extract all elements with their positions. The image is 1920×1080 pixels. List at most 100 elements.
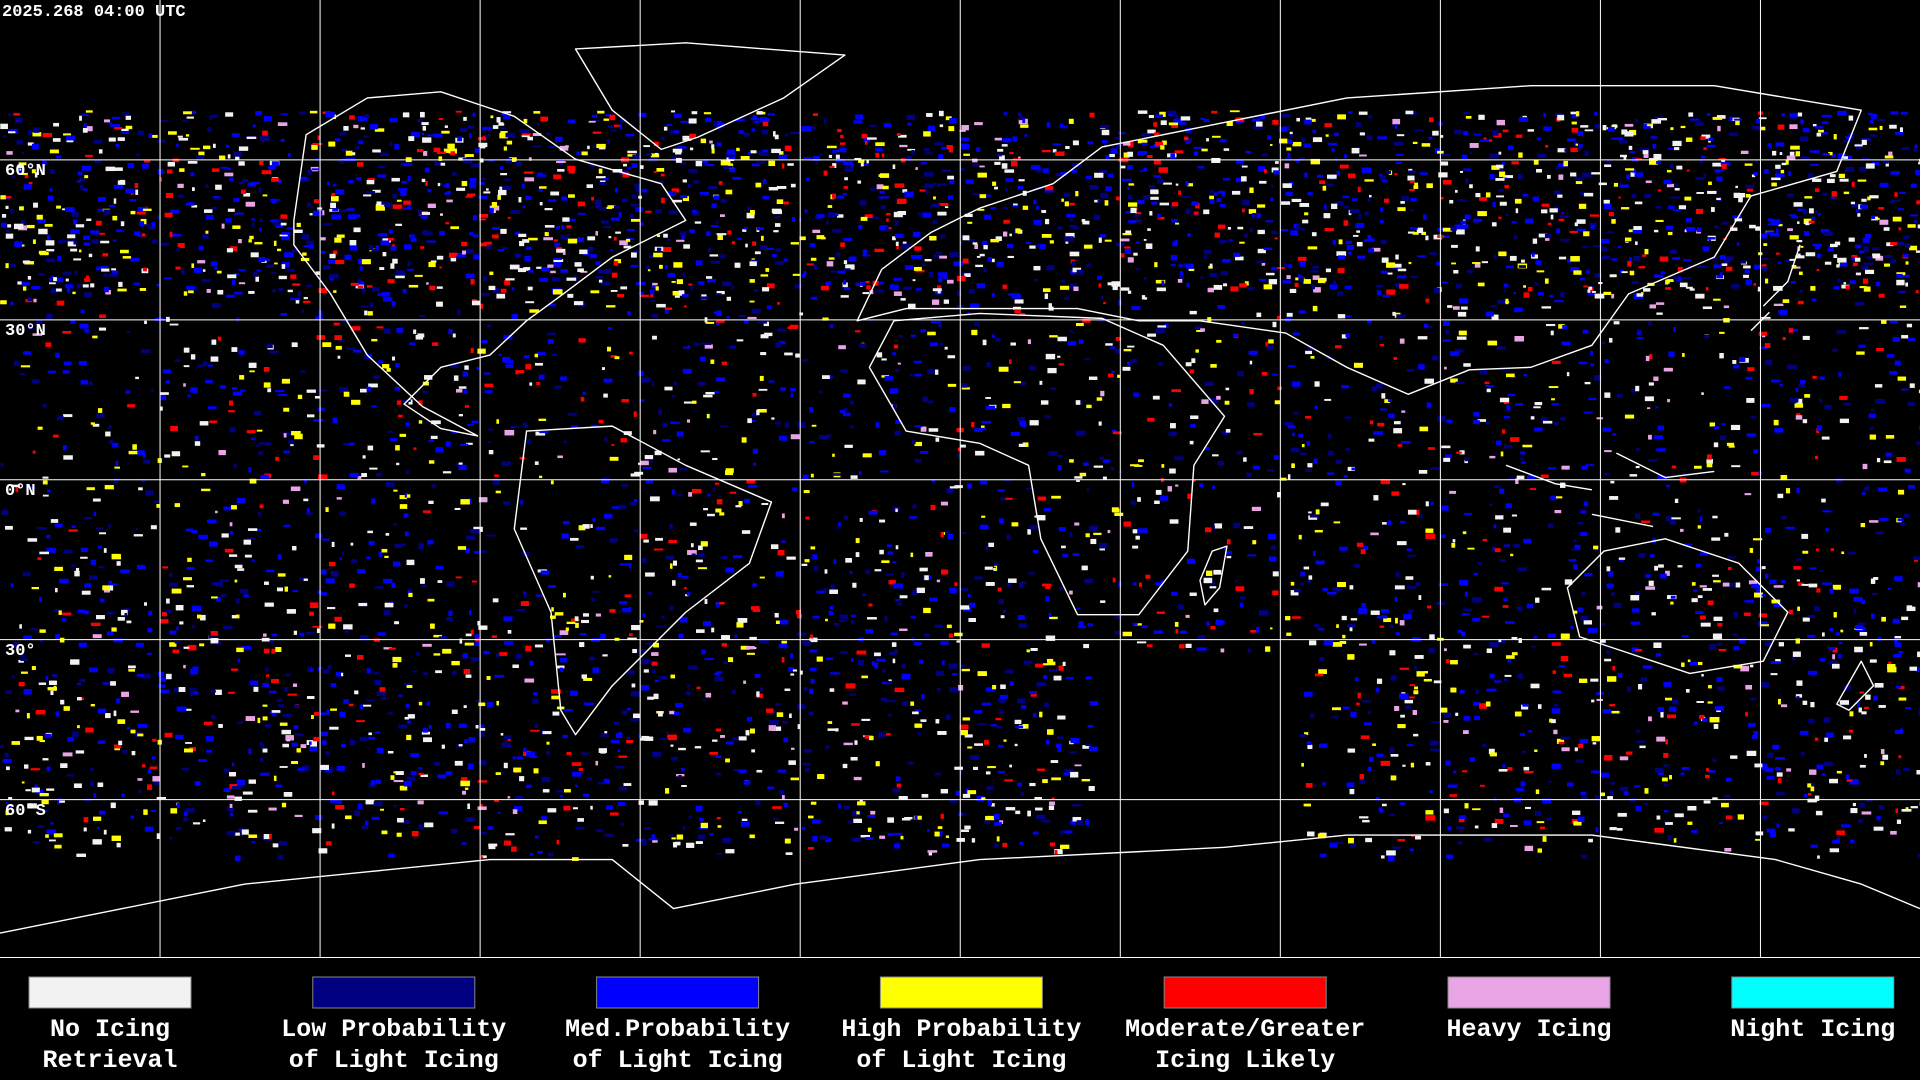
- icing-pixel: [731, 285, 734, 290]
- icing-pixel: [1463, 131, 1469, 136]
- icing-pixel: [802, 359, 808, 362]
- icing-pixel: [44, 223, 53, 227]
- icing-pixel: [1324, 123, 1333, 128]
- icing-pixel: [37, 557, 42, 561]
- icing-pixel: [998, 366, 1009, 372]
- icing-pixel: [88, 253, 93, 258]
- icing-pixel: [492, 234, 499, 239]
- icing-pixel: [1608, 337, 1613, 343]
- icing-pixel: [1682, 277, 1692, 279]
- icing-pixel: [604, 268, 612, 275]
- icing-pixel: [1590, 224, 1595, 230]
- icing-pixel: [1762, 264, 1767, 267]
- icing-pixel: [1771, 150, 1777, 156]
- icing-pixel: [174, 359, 181, 362]
- icing-pixel: [1368, 114, 1373, 119]
- icing-pixel: [972, 163, 979, 167]
- icing-pixel: [1554, 300, 1564, 303]
- icing-pixel: [1725, 256, 1734, 261]
- icing-pixel: [1481, 261, 1489, 264]
- icing-pixel: [1551, 360, 1561, 365]
- icing-pixel: [1913, 220, 1918, 223]
- icing-pixel: [307, 169, 312, 175]
- icing-pixel: [1479, 369, 1488, 375]
- icing-pixel: [1745, 193, 1751, 198]
- icing-pixel: [510, 209, 521, 214]
- icing-pixel: [475, 699, 481, 702]
- icing-pixel: [351, 559, 358, 563]
- icing-pixel: [546, 132, 550, 136]
- icing-pixel: [1826, 178, 1835, 184]
- icing-pixel: [672, 560, 678, 566]
- icing-pixel: [414, 274, 423, 277]
- icing-pixel: [317, 389, 328, 392]
- icing-pixel: [1645, 355, 1650, 362]
- icing-pixel: [1819, 398, 1823, 403]
- icing-pixel: [97, 197, 107, 202]
- icing-pixel: [1307, 463, 1313, 468]
- icing-pixel: [150, 525, 157, 530]
- icing-pixel: [1057, 226, 1063, 230]
- icing-pixel: [835, 158, 846, 163]
- icing-pixel: [89, 575, 98, 581]
- icing-pixel: [1575, 143, 1579, 146]
- icing-pixel: [444, 192, 450, 196]
- icing-pixel: [503, 501, 511, 505]
- icing-pixel: [436, 151, 446, 154]
- icing-pixel: [932, 220, 938, 224]
- icing-pixel: [367, 445, 374, 451]
- icing-pixel: [1636, 337, 1644, 340]
- icing-pixel: [1287, 152, 1291, 158]
- icing-pixel: [752, 392, 757, 397]
- icing-pixel: [1454, 189, 1458, 193]
- icing-pixel: [1288, 264, 1293, 269]
- icing-pixel: [113, 184, 124, 189]
- icing-pixel: [297, 394, 303, 400]
- icing-pixel: [332, 250, 338, 255]
- icing-pixel: [974, 428, 983, 432]
- icing-pixel: [376, 472, 383, 477]
- icing-pixel: [641, 377, 651, 383]
- icing-pixel: [766, 305, 773, 310]
- icing-pixel: [1142, 195, 1150, 200]
- icing-pixel: [840, 369, 848, 373]
- icing-pixel: [240, 189, 246, 194]
- icing-pixel: [234, 212, 244, 215]
- icing-pixel: [54, 523, 63, 528]
- icing-pixel: [1870, 134, 1877, 137]
- icing-pixel: [881, 153, 885, 158]
- icing-pixel: [1766, 231, 1775, 235]
- icing-pixel: [503, 146, 507, 151]
- icing-pixel: [1530, 416, 1535, 420]
- icing-pixel: [1197, 166, 1205, 169]
- icing-pixel: [835, 154, 840, 160]
- icing-pixel: [707, 248, 711, 253]
- icing-pixel: [280, 214, 288, 219]
- icing-pixel: [1268, 339, 1274, 344]
- icing-pixel: [1045, 353, 1056, 360]
- icing-pixel: [233, 272, 239, 276]
- icing-pixel: [456, 255, 460, 260]
- icing-pixel: [440, 183, 444, 186]
- icing-pixel: [862, 453, 872, 458]
- icing-pixel: [141, 479, 146, 483]
- icing-pixel: [363, 114, 370, 118]
- icing-pixel: [1764, 169, 1769, 174]
- icing-pixel: [1784, 259, 1795, 263]
- icing-pixel: [55, 352, 60, 358]
- icing-pixel: [985, 545, 989, 551]
- icing-pixel: [1596, 417, 1603, 420]
- icing-pixel: [1653, 153, 1662, 160]
- icing-pixel: [1603, 199, 1610, 204]
- icing-pixel: [1901, 335, 1909, 339]
- icing-pixel: [1249, 389, 1254, 395]
- icing-pixel: [1122, 178, 1132, 182]
- icing-pixel: [1579, 278, 1586, 281]
- icing-pixel: [577, 212, 586, 215]
- icing-pixel: [747, 206, 752, 211]
- icing-pixel: [674, 381, 677, 386]
- icing-pixel: [1405, 110, 1414, 115]
- icing-pixel: [1504, 184, 1510, 189]
- icing-pixel: [248, 290, 255, 294]
- icing-pixel: [1225, 550, 1233, 555]
